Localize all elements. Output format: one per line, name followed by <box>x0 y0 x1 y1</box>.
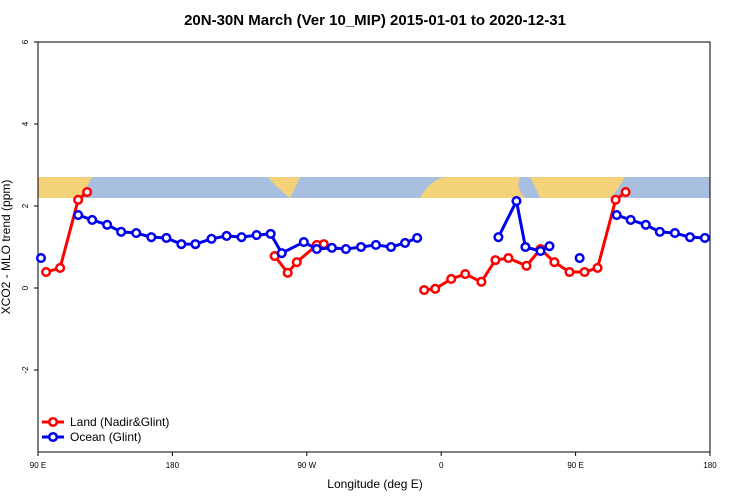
data-point <box>82 187 93 198</box>
data-point <box>430 283 441 294</box>
data-point <box>116 226 127 237</box>
data-point <box>549 257 560 268</box>
y-tick-label: 2 <box>21 203 30 208</box>
data-point <box>490 255 501 266</box>
x-tick-label: 90 E <box>30 461 46 470</box>
y-tick-label: 4 <box>21 121 30 126</box>
x-tick-label: 180 <box>166 461 180 470</box>
x-axis-label: Longitude (deg E) <box>327 477 422 491</box>
data-point <box>221 230 232 241</box>
data-point <box>35 253 47 264</box>
data-point <box>236 232 247 243</box>
data-point <box>564 266 575 278</box>
data-point <box>592 262 603 273</box>
x-tick-label: 90 W <box>297 461 316 470</box>
data-point <box>146 232 157 243</box>
y-tick-label: 0 <box>21 285 30 290</box>
data-point <box>73 194 84 205</box>
data-point <box>460 269 471 280</box>
data-point <box>161 232 172 244</box>
data-point <box>311 244 322 255</box>
data-point <box>493 232 504 243</box>
data-point <box>544 241 555 252</box>
data-point <box>611 209 622 221</box>
data-point <box>503 253 514 264</box>
data-point <box>511 196 522 207</box>
data-point <box>574 253 585 264</box>
legend-marker <box>47 416 59 428</box>
data-point <box>520 241 531 253</box>
series-line <box>45 190 627 292</box>
legend-label: Ocean (Glint) <box>70 430 141 444</box>
data-point <box>535 246 546 257</box>
data-point <box>669 228 680 239</box>
data-point <box>370 239 381 250</box>
data-point <box>476 276 487 287</box>
data-point <box>102 219 113 230</box>
data-point <box>684 232 696 243</box>
data-point <box>340 244 351 255</box>
y-tick-label: -2 <box>21 366 30 374</box>
chart-title: 20N-30N March (Ver 10_MIP) 2015-01-01 to… <box>184 12 566 29</box>
data-point <box>699 232 710 244</box>
data-point <box>521 260 532 271</box>
data-point <box>298 237 309 248</box>
data-point <box>654 226 665 237</box>
data-point <box>326 242 337 253</box>
data-point <box>412 232 423 244</box>
x-tick-label: 90 E <box>567 461 583 470</box>
y-tick-label: 6 <box>21 39 30 44</box>
data-point <box>282 267 293 278</box>
data-point <box>291 257 302 268</box>
data-point <box>276 248 287 259</box>
y-axis-label: XCO2 - MLO trend (ppm) <box>0 180 13 315</box>
data-point <box>190 239 201 250</box>
data-point <box>131 228 142 239</box>
data-point <box>579 266 590 278</box>
data-point <box>610 194 621 205</box>
x-tick-label: 0 <box>439 461 444 470</box>
data-point <box>176 239 187 250</box>
plot-frame <box>37 41 711 453</box>
legend-label: Land (Nadir&Glint) <box>70 415 169 429</box>
data-point <box>206 233 217 244</box>
data-point <box>73 209 84 221</box>
data-point <box>55 262 66 273</box>
data-point <box>620 187 631 198</box>
data-point <box>625 214 636 225</box>
data-point <box>446 273 457 285</box>
data-point <box>41 266 52 278</box>
data-point <box>640 219 651 230</box>
data-point <box>400 237 411 248</box>
legend-marker <box>47 431 59 443</box>
data-point <box>251 230 262 241</box>
data-point <box>385 241 397 253</box>
data-point <box>87 214 98 225</box>
data-point <box>265 228 276 239</box>
data-point <box>355 241 367 253</box>
x-tick-label: 180 <box>703 461 717 470</box>
map-strip <box>38 177 710 198</box>
data-point <box>419 285 430 296</box>
